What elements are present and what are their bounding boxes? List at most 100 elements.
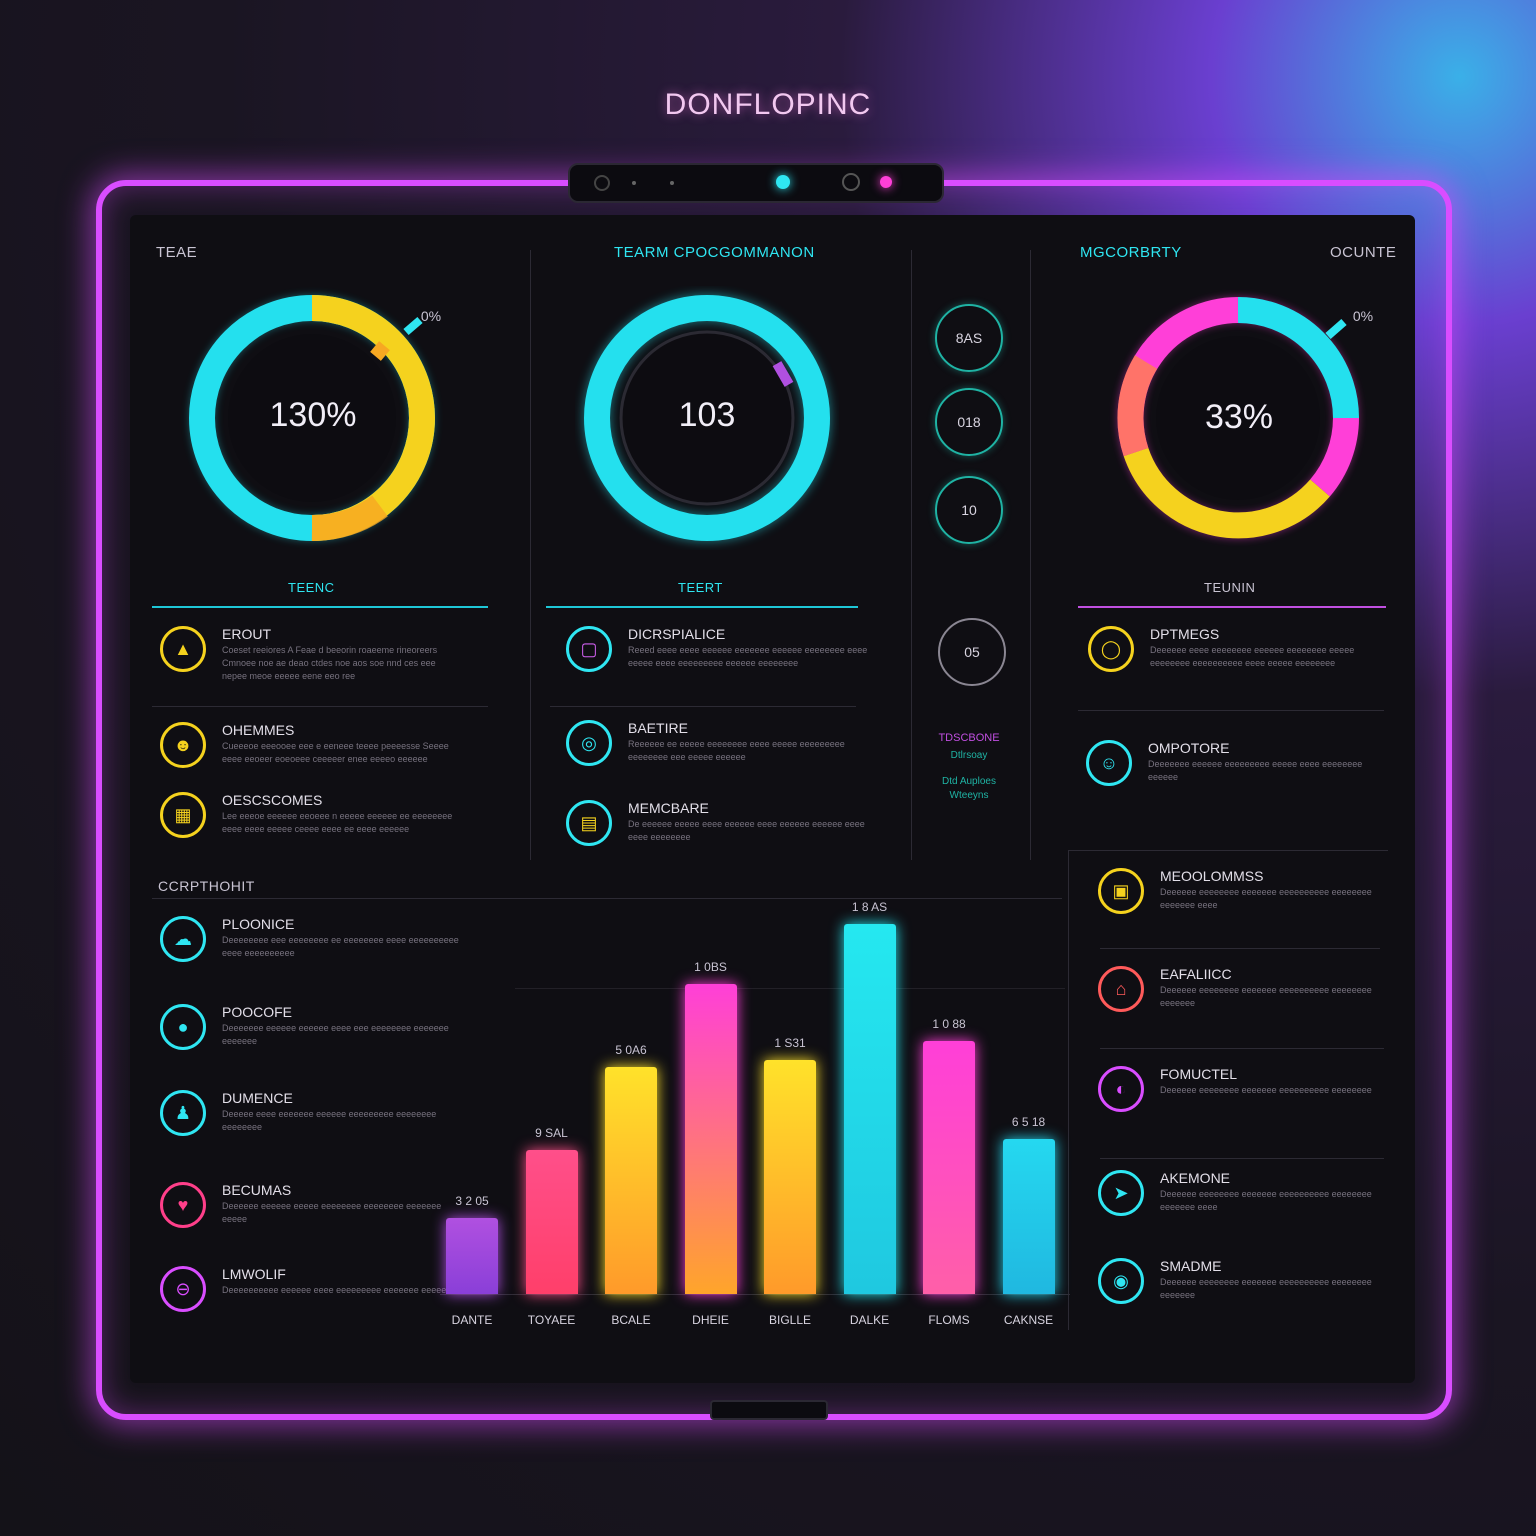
mini-note-line: Wteeyns	[949, 790, 989, 801]
right-column-label: MGCORBRTY	[1080, 244, 1182, 261]
mini-note-line: Dtd Auploes	[942, 776, 996, 787]
list-item-title: LMWOLIF	[222, 1266, 286, 1282]
list-item-desc: Reeed eeee eeee eeeeee eeeeeee eeeeee ee…	[628, 645, 868, 668]
divider	[1030, 250, 1031, 860]
rocket-icon: ➤	[1098, 1170, 1144, 1216]
list-item-title: DUMENCE	[222, 1090, 293, 1106]
chart-bar-value-label: 9 SAL	[535, 1126, 568, 1141]
mini-note-line: Dtlrsoay	[950, 750, 988, 761]
list-item-title: MEOOLOMMSS	[1160, 868, 1264, 884]
list-item-title: POOCOFE	[222, 1004, 293, 1020]
list-item-desc: Deeeeee eeeeee eeeee eeeeeeee eeeeeeee e…	[222, 1201, 442, 1224]
donut-1-caption: TEENC	[288, 580, 335, 595]
left-column-label: TEAE	[156, 244, 198, 261]
donut-chart-2	[583, 294, 831, 542]
list-item-title: DPTMEGS	[1150, 626, 1220, 642]
list-item-desc: Reeeeee ee eeeee eeeeeeee eeee eeeee eee…	[628, 739, 845, 762]
donut-1-underline	[152, 606, 488, 608]
chart-bar	[843, 923, 896, 1294]
donut-3-caption: TEUNIN	[1204, 580, 1256, 595]
circle-icon: ●	[160, 1004, 206, 1050]
chat-icon: ▢	[566, 626, 612, 672]
list-item-desc: Deeeeee eeee eeeeeeee eeeeee eeeeeeee ee…	[1150, 645, 1355, 668]
list-item-title: OMPOTORE	[1148, 740, 1230, 756]
chart-category-label: BIGLLE	[768, 1313, 812, 1327]
chart-category-label: BCALE	[611, 1313, 651, 1327]
spiral-icon: ◐	[1098, 1066, 1144, 1112]
ring-icon: ◯	[1088, 626, 1134, 672]
divider	[530, 250, 531, 860]
indicator-dot-icon	[670, 181, 674, 185]
chart-bar	[525, 1150, 578, 1294]
divider	[1100, 1158, 1384, 1159]
chart-category-label: DALKE	[849, 1313, 890, 1327]
chart-bar	[764, 1059, 816, 1294]
calendar-icon: ▦	[160, 792, 206, 838]
camera-bar	[568, 163, 944, 203]
mini-note-title: TDSCBONE	[938, 732, 1000, 744]
divider	[911, 250, 912, 860]
donut-chart-3	[1117, 297, 1359, 539]
list-item-desc: Coeset reeiores A Feae d beeorin roaeeme…	[222, 645, 438, 681]
donut-2-caption: TEERT	[678, 580, 723, 595]
badge-icon: ◉	[1098, 1258, 1144, 1304]
list-item-title: SMADME	[1160, 1258, 1222, 1274]
brand-title: DONFLOPINC	[664, 88, 872, 121]
person-icon: ☺	[1086, 740, 1132, 786]
donut-2-underline	[546, 606, 858, 608]
donut-chart-1	[189, 295, 435, 541]
list-item-title: OHEMMES	[222, 722, 295, 738]
list-item-desc: Deeeee eeee eeeeeee eeeeee eeeeeeeee eee…	[222, 1109, 437, 1132]
list-item-title: AKEMONE	[1160, 1170, 1231, 1186]
donut-3-underline	[1078, 606, 1386, 608]
donut-2-value: 103	[678, 396, 736, 434]
minus-circle-icon: ⊖	[160, 1266, 206, 1312]
user-icon: ♟	[160, 1090, 206, 1136]
chart-bar-value-label: 1 S31	[774, 1035, 806, 1050]
donut-3-value: 33%	[1204, 398, 1274, 436]
chart-gridline	[515, 988, 1065, 989]
bottom-left-section-label: CCRPTHOHIT	[158, 878, 255, 894]
list-item-title: DICRSPIALICE	[628, 626, 726, 642]
divider	[1100, 948, 1380, 949]
list-item-title: OESCSCOMES	[222, 792, 323, 808]
list-item-title: BECUMAS	[222, 1182, 292, 1198]
hat-icon: ▲	[160, 626, 206, 672]
team-icon: ☻	[160, 722, 206, 768]
cloud-icon: ☁	[160, 916, 206, 962]
chart-category-label: DHEIE	[692, 1313, 729, 1327]
chart-bar-value-label: 6 5 18	[1011, 1115, 1046, 1130]
chart-bar-value-label: 1 0BS	[694, 960, 727, 975]
indicator-dot-icon	[632, 181, 636, 185]
divider	[1068, 850, 1388, 851]
list-item-title: FOMUCTEL	[1160, 1066, 1237, 1082]
chart-bar	[1002, 1139, 1055, 1294]
list-item-desc: Deeeeee eeeeeeee eeeeeee eeeeeeeeee eeee…	[1160, 1189, 1372, 1212]
chart-bar-value-label: 1 8 AS	[851, 899, 888, 914]
divider	[152, 898, 1062, 899]
chart-bar	[446, 1218, 498, 1294]
heart-icon: ♥	[160, 1182, 206, 1228]
chart-bar	[923, 1040, 975, 1294]
chart-baseline	[440, 1294, 1070, 1295]
chart-bar-value-label: 3 2 05	[455, 1194, 489, 1209]
chart-bar	[684, 984, 737, 1294]
mini-stat-ring: 8AS	[935, 304, 1003, 372]
mini-stat-ring: 018	[935, 388, 1003, 456]
chart-bar	[605, 1067, 657, 1294]
divider	[1100, 1048, 1384, 1049]
donut-1-value: 130%	[269, 396, 357, 434]
divider	[1078, 710, 1384, 711]
list-item-title: EAFALIICC	[1160, 966, 1232, 982]
list-item-desc: Lee eeeoe eeeeee eeoeee n eeeee eeeeee e…	[222, 811, 453, 834]
list-item-title: EROUT	[222, 626, 271, 642]
list-item-desc: Deeeeee eeeeeeee eeeeeee eeeeeeeeee eeee…	[1160, 985, 1372, 1008]
chart-bar-value-label: 1 0 88	[932, 1016, 966, 1031]
document-icon: ▤	[566, 800, 612, 846]
center-column-label: TEARM CPOCGOMMANON	[614, 244, 815, 261]
list-item-desc: Deeeeeee eeeeee eeeeeeeee eeeee eeee eee…	[1148, 759, 1363, 782]
list-item-desc: Cueeeoe eeeooee eee e eeneee teeee peeee…	[222, 741, 449, 764]
divider	[1068, 850, 1069, 1330]
status-light-cyan-icon	[776, 175, 790, 189]
list-item-title: BAETIRE	[628, 720, 688, 736]
